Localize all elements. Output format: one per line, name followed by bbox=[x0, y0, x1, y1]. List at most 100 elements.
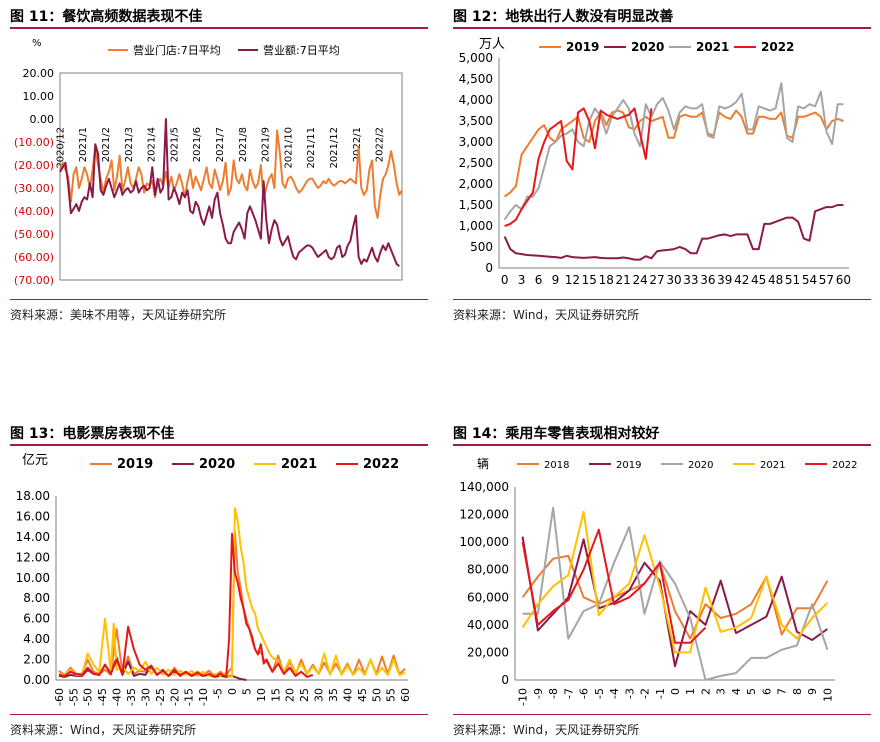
x-tick-label: 2021/3 bbox=[124, 127, 135, 162]
x-tick-label: 48 bbox=[768, 273, 783, 287]
x-tick-label: -5 bbox=[212, 688, 225, 699]
legend-label: 2021 bbox=[760, 460, 785, 471]
legend-label: 2021 bbox=[281, 457, 317, 472]
x-tick-label: 54 bbox=[802, 273, 817, 287]
legend-label: 2022 bbox=[761, 40, 794, 54]
x-tick-label: 45 bbox=[751, 273, 766, 287]
x-tick-label: 0 bbox=[501, 273, 509, 287]
unit-label: % bbox=[32, 38, 42, 49]
y-tick-label: 500 bbox=[470, 240, 493, 254]
y-tick-label: 40,000 bbox=[467, 618, 509, 632]
x-tick-label: 24 bbox=[632, 273, 647, 287]
panel-13: 图 13：电影票房表现不佳 亿元 0.00 2.00 4.00 6.00 8.00 10.0… bbox=[10, 418, 430, 742]
y-tick-label: 0.00 bbox=[23, 673, 50, 687]
x-tick-label: 21 bbox=[616, 273, 631, 287]
x-tick-label: -3 bbox=[623, 688, 636, 699]
y-tick-label: 120,000 bbox=[459, 508, 509, 522]
x-tick-label: -5 bbox=[593, 688, 606, 699]
panel-14-source: 资料来源：Wind，天风证券研究所 bbox=[453, 723, 640, 737]
x-tick-label: 7 bbox=[776, 688, 789, 695]
x-tick-label: -15 bbox=[183, 688, 196, 706]
x-tick-label: 0 bbox=[669, 688, 682, 695]
panel-14: 图 14：乘用车零售表现相对较好 辆 0 20,000 40,000 60,000 80,… bbox=[453, 418, 873, 742]
panel-12: 图 12：地铁出行人数没有明显改善 万人 0 500 1,000 1,500 2,000 2… bbox=[453, 0, 873, 330]
y-tick-label: 20.00 bbox=[23, 67, 55, 80]
plot-frame bbox=[59, 72, 403, 281]
y-tick-label: (30.00) bbox=[14, 182, 54, 195]
y-tick-label: (60.00) bbox=[14, 251, 54, 264]
x-tick-label: 9 bbox=[552, 273, 560, 287]
panel-13-title: 图 13：电影票房表现不佳 bbox=[10, 426, 175, 442]
y-tick-label: 14.00 bbox=[16, 530, 50, 544]
x-tick-label: -9 bbox=[532, 688, 545, 699]
x-tick-label: -55 bbox=[67, 688, 80, 706]
x-tick-label: -35 bbox=[125, 688, 138, 706]
x-tick-label: 10 bbox=[255, 688, 268, 702]
series-line bbox=[58, 532, 314, 678]
chart-restaurant-data: % 20.00 10.00 0.00 (10.00) (20.00) (30.00) (40.… bbox=[14, 38, 403, 287]
x-tick-label: 2022/1 bbox=[352, 127, 363, 162]
series-line bbox=[59, 129, 403, 219]
y-tick-label: 3,500 bbox=[459, 114, 493, 128]
x-tick-label: 51 bbox=[785, 273, 800, 287]
x-tick-label: 60 bbox=[836, 273, 851, 287]
y-tick-label: 3,000 bbox=[459, 135, 493, 149]
series-line bbox=[521, 554, 829, 640]
y-tick-label: 0 bbox=[485, 261, 493, 275]
y-tick-label: 0 bbox=[501, 673, 509, 687]
x-tick-label: 20 bbox=[284, 688, 297, 702]
x-tick-label: 60 bbox=[399, 688, 412, 702]
series-line bbox=[59, 118, 400, 267]
x-tick-label: 12 bbox=[565, 273, 580, 287]
legend-label: 2020 bbox=[631, 40, 664, 54]
panel-14-title-rule bbox=[453, 444, 871, 446]
x-tick-label: 2021/11 bbox=[306, 127, 317, 169]
y-tick-label: 8.00 bbox=[23, 591, 50, 605]
x-tick-label: 40 bbox=[341, 688, 354, 702]
x-tick-label: 30 bbox=[666, 273, 681, 287]
x-tick-label: 2021/4 bbox=[147, 127, 158, 162]
x-tick-label: 3 bbox=[518, 273, 526, 287]
x-tick-label: -25 bbox=[154, 688, 167, 706]
legend-label: 营业额:7日平均 bbox=[263, 43, 340, 57]
x-tick-label: 27 bbox=[649, 273, 664, 287]
x-tick-label: 2021/8 bbox=[238, 127, 249, 162]
y-tick-label: (70.00) bbox=[14, 274, 54, 287]
x-tick-label: 1 bbox=[684, 688, 697, 695]
x-tick-label: -1 bbox=[654, 688, 667, 699]
x-tick-label: 4 bbox=[730, 688, 743, 695]
x-tick-label: 5 bbox=[745, 688, 758, 695]
legend-label: 2019 bbox=[616, 460, 641, 471]
x-tick-label: -45 bbox=[96, 688, 109, 706]
chart-car-retail: 辆 0 20,000 40,000 60,000 80,000 100,000 120,000… bbox=[459, 457, 857, 706]
y-tick-label: 4.00 bbox=[23, 632, 50, 646]
y-tick-label: 60,000 bbox=[467, 590, 509, 604]
x-tick-label: 0 bbox=[226, 688, 239, 695]
unit-label: 辆 bbox=[477, 457, 489, 471]
y-tick-label: (40.00) bbox=[14, 205, 54, 218]
x-tick-label: 2021/9 bbox=[261, 127, 272, 162]
x-tick-label: 3 bbox=[715, 688, 728, 695]
x-tick-label: 2021/5 bbox=[169, 127, 180, 162]
legend-label: 2019 bbox=[566, 40, 599, 54]
y-tick-label: 12.00 bbox=[16, 550, 50, 564]
panel-13-source-rule bbox=[10, 714, 428, 715]
y-tick-label: 80,000 bbox=[467, 563, 509, 577]
x-tick-label: -40 bbox=[111, 688, 124, 706]
unit-label: 万人 bbox=[479, 37, 505, 52]
legend-label: 2022 bbox=[363, 457, 399, 472]
x-tick-label: -10 bbox=[517, 688, 530, 706]
series-line bbox=[521, 536, 828, 668]
y-tick-label: (20.00) bbox=[14, 159, 54, 172]
x-tick-label: 36 bbox=[700, 273, 715, 287]
legend-label: 2020 bbox=[688, 460, 713, 471]
y-tick-label: 2,500 bbox=[459, 156, 493, 170]
panel-13-source: 资料来源：Wind，天风证券研究所 bbox=[10, 723, 197, 737]
x-tick-label: -6 bbox=[578, 688, 591, 699]
y-tick-label: 6.00 bbox=[23, 612, 50, 626]
x-tick-label: 15 bbox=[269, 688, 282, 702]
y-tick-label: 1,000 bbox=[459, 219, 493, 233]
x-tick-label: -2 bbox=[639, 688, 652, 699]
x-tick-label: 2 bbox=[699, 688, 712, 695]
x-tick-label: 2020/12 bbox=[55, 127, 66, 169]
